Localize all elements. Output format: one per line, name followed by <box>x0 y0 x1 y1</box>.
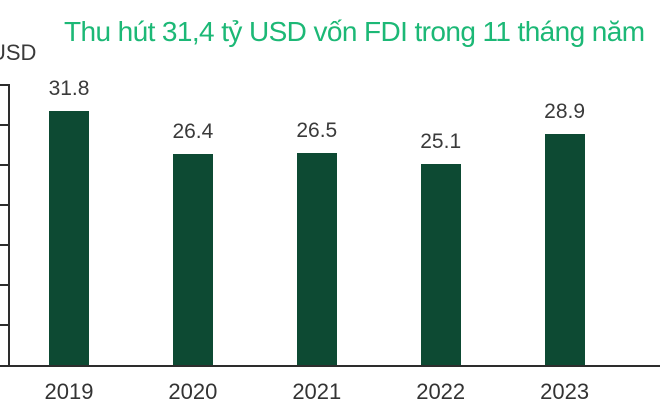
bar <box>544 133 585 365</box>
y-axis-tick <box>0 324 10 326</box>
y-axis-tick <box>0 164 10 166</box>
y-axis-unit-label: USD <box>0 40 37 65</box>
x-axis-tick-label: 2019 <box>44 379 94 404</box>
y-axis-tick <box>0 84 10 86</box>
bar <box>420 164 461 365</box>
bar-value-label: 28.9 <box>544 99 586 123</box>
x-axis-line <box>0 365 660 367</box>
bar-value-label: 25.1 <box>420 130 462 154</box>
x-axis-tick-label: 2023 <box>540 379 590 404</box>
bar-value-label: 26.5 <box>296 119 338 142</box>
x-axis-tick-label: 2022 <box>416 379 466 404</box>
chart-title: Thu hút 31,4 tỷ USD vốn FDI trong 11 thá… <box>64 16 645 47</box>
y-axis-tick <box>0 284 10 286</box>
bar <box>49 110 89 365</box>
bar-value-label: 26.4 <box>172 119 214 143</box>
bar <box>296 153 337 365</box>
y-axis-tick <box>0 204 10 206</box>
y-axis-tick <box>0 244 10 246</box>
x-axis-tick-label: 2020 <box>168 379 218 404</box>
bar-value-label: 31.8 <box>48 76 90 100</box>
x-axis-tick-label: 2021 <box>292 379 342 404</box>
y-axis-tick <box>0 124 10 126</box>
y-axis-line <box>8 85 10 365</box>
bar <box>172 153 213 365</box>
